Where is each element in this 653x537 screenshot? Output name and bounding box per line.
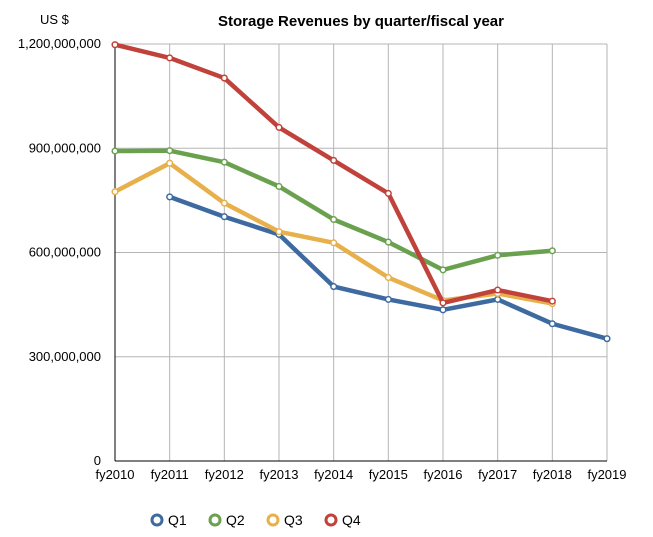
x-tick-label: fy2016 xyxy=(423,467,462,482)
legend-marker xyxy=(324,513,338,527)
data-point-q4 xyxy=(275,123,283,131)
y-axis-unit-label: US $ xyxy=(40,12,70,27)
y-tick-label: 600,000,000 xyxy=(29,245,101,260)
data-point-q4 xyxy=(494,286,502,294)
data-point-q2 xyxy=(439,266,447,274)
data-series xyxy=(111,41,611,343)
data-point-q1 xyxy=(603,335,611,343)
data-point-q2 xyxy=(330,215,338,224)
data-point-q1 xyxy=(548,320,556,328)
data-point-q2 xyxy=(111,147,119,155)
x-axis-ticks: fy2010 fy2011 fy2012 fy2013 fy2014 fy2015 fy20… xyxy=(95,467,626,482)
y-tick-label: 300,000,000 xyxy=(29,349,101,364)
y-tick-label: 0 xyxy=(94,453,101,468)
legend-label: Q4 xyxy=(342,512,361,528)
legend-label: Q1 xyxy=(168,512,187,528)
data-point-q2 xyxy=(548,247,556,255)
x-tick-label: fy2010 xyxy=(95,467,134,482)
data-point-q1 xyxy=(439,306,447,314)
x-tick-label: fy2012 xyxy=(205,467,244,482)
x-tick-label: fy2014 xyxy=(314,467,353,482)
legend-marker xyxy=(266,513,280,527)
y-tick-label: 900,000,000 xyxy=(29,140,101,155)
data-point-q4 xyxy=(220,74,228,82)
data-point-q3 xyxy=(275,228,283,236)
series-q1 xyxy=(166,193,611,343)
series-q2 xyxy=(111,147,556,274)
data-point-q2 xyxy=(384,238,392,246)
data-point-q4 xyxy=(166,54,174,62)
data-point-q3 xyxy=(220,199,228,207)
y-tick-label: 1,200,000,000 xyxy=(18,36,101,51)
chart-title: Storage Revenues by quarter/fiscal year xyxy=(218,13,504,30)
data-point-q1 xyxy=(166,193,174,201)
x-tick-label: fy2019 xyxy=(587,467,626,482)
data-point-q1 xyxy=(494,295,502,303)
x-tick-label: fy2017 xyxy=(478,467,517,482)
data-point-q2 xyxy=(494,251,502,259)
series-q4 xyxy=(111,41,556,307)
legend-item-q3: Q3 xyxy=(266,512,303,528)
legend-label: Q3 xyxy=(284,512,303,528)
data-point-q3 xyxy=(166,159,174,167)
data-point-q3 xyxy=(111,188,119,196)
legend-marker xyxy=(150,513,164,527)
x-tick-label: fy2018 xyxy=(533,467,572,482)
data-point-q4 xyxy=(439,299,447,307)
x-tick-label: fy2015 xyxy=(369,467,408,482)
y-axis-ticks: 0 300,000,000 600,000,000 900,000,000 1,200,… xyxy=(18,36,101,468)
legend-item-q1: Q1 xyxy=(150,512,187,528)
data-point-q4 xyxy=(384,189,392,197)
data-point-q2 xyxy=(220,158,228,166)
data-point-q3 xyxy=(330,239,338,247)
legend-label: Q2 xyxy=(226,512,245,528)
data-point-q1 xyxy=(330,283,338,291)
data-point-q4 xyxy=(548,297,556,305)
legend-item-q2: Q2 xyxy=(208,512,245,528)
data-point-q4 xyxy=(111,41,119,49)
legend-marker xyxy=(208,513,222,527)
x-tick-label: fy2011 xyxy=(151,467,189,482)
legend-item-q4: Q4 xyxy=(324,512,361,528)
data-point-q2 xyxy=(166,147,174,155)
data-point-q3 xyxy=(384,273,392,282)
x-tick-label: fy2013 xyxy=(259,467,298,482)
data-point-q4 xyxy=(330,156,338,164)
data-point-q2 xyxy=(275,182,283,191)
data-point-q1 xyxy=(220,213,228,221)
data-point-q1 xyxy=(384,295,392,303)
legend: Q1 Q2 Q3 Q4 xyxy=(150,512,361,528)
